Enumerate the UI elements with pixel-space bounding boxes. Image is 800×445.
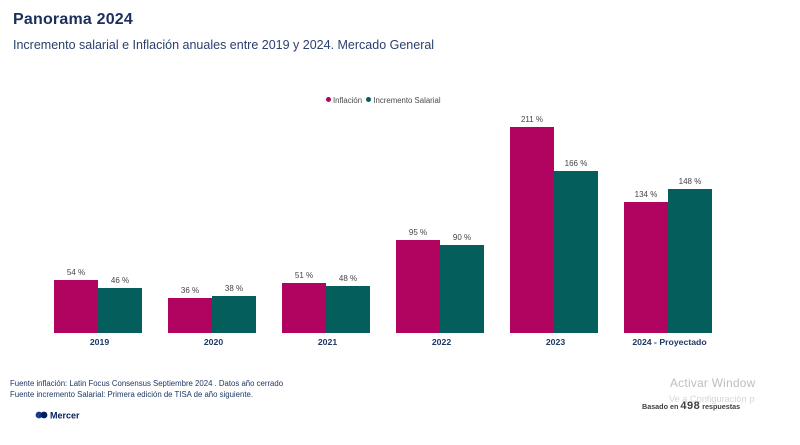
svg-text:Mercer: Mercer <box>50 411 80 421</box>
